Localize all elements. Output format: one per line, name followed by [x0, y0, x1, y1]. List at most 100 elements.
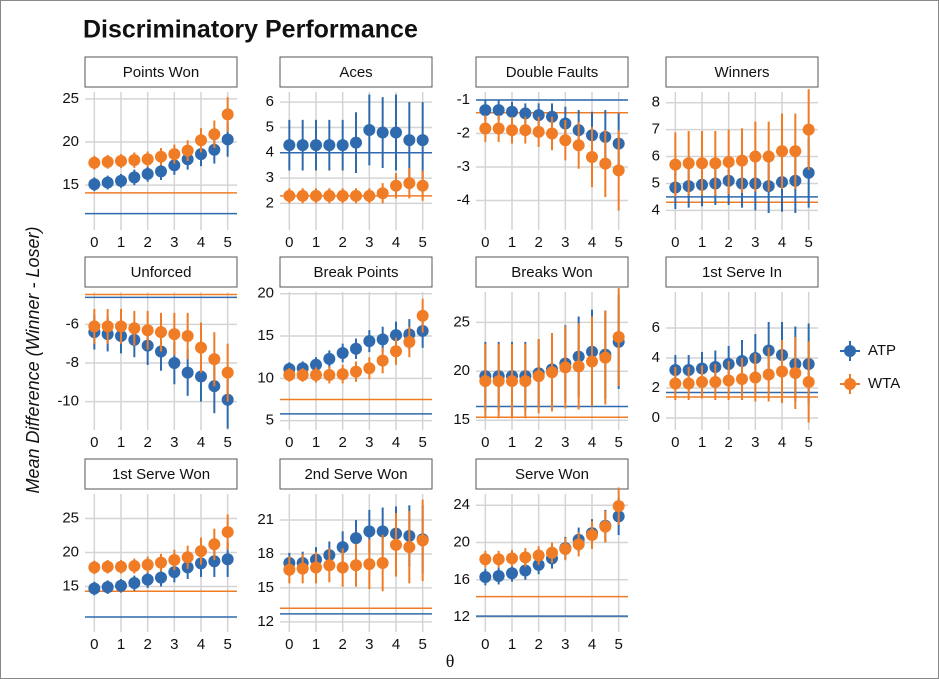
x-tick-label: 2: [724, 234, 732, 251]
point: [559, 543, 572, 556]
x-tick-label: 0: [481, 434, 489, 451]
point: [506, 375, 518, 388]
panel-title: Breaks Won: [511, 264, 592, 281]
point: [195, 341, 207, 354]
point: [101, 560, 114, 573]
point: [101, 320, 114, 333]
strip: [84, 458, 238, 490]
point: [128, 171, 141, 184]
y-tick-label: 5: [652, 174, 660, 191]
point: [336, 189, 349, 202]
x-tick-label: 5: [804, 434, 812, 451]
point: [572, 538, 585, 551]
strip: [279, 458, 433, 490]
y-tick-label: 5: [266, 118, 274, 135]
point: [559, 361, 572, 374]
y-tick-label: 6: [266, 93, 274, 110]
point: [519, 375, 532, 388]
point: [350, 189, 362, 202]
point: [181, 330, 194, 343]
point: [696, 157, 708, 170]
x-tick-label: 0: [285, 434, 293, 451]
point: [363, 558, 376, 571]
point: [168, 328, 181, 341]
point: [376, 333, 389, 346]
point: [155, 571, 167, 584]
y-tick-label: 20: [453, 533, 470, 550]
point: [350, 559, 362, 572]
x-tick-label: 2: [724, 434, 732, 451]
point: [586, 150, 598, 163]
y-tick-label: 6: [652, 148, 660, 165]
point: [492, 104, 505, 117]
panel-title: 2nd Serve Won: [304, 466, 407, 483]
point: [296, 368, 309, 381]
point: [168, 148, 181, 161]
legend-label: ATP: [868, 342, 896, 359]
point: [155, 556, 167, 569]
point: [776, 365, 788, 378]
y-tick-label: 20: [62, 133, 79, 150]
point: [363, 335, 376, 348]
x-tick-label: 4: [588, 234, 596, 251]
x-tick-label: 1: [698, 234, 706, 251]
point: [416, 134, 429, 147]
point: [390, 345, 402, 358]
point: [506, 124, 518, 137]
point: [532, 370, 545, 383]
point: [88, 320, 101, 333]
point: [403, 541, 416, 554]
point: [612, 500, 625, 513]
x-tick-label: 3: [365, 434, 373, 451]
point: [208, 128, 221, 141]
panel-title: 1st Serve Won: [112, 466, 210, 483]
point: [88, 178, 101, 191]
x-tick-label: 1: [312, 434, 320, 451]
point: [208, 353, 221, 366]
point: [376, 187, 389, 200]
point: [669, 377, 682, 390]
point: [88, 582, 101, 595]
x-tick-label: 3: [170, 636, 178, 653]
legend-marker: [844, 345, 856, 357]
x-tick-label: 1: [698, 434, 706, 451]
point: [403, 177, 416, 190]
point: [168, 357, 181, 370]
x-tick-label: 4: [778, 234, 786, 251]
x-tick-label: 5: [804, 234, 812, 251]
point: [762, 368, 775, 381]
y-tick-label: 0: [652, 409, 660, 426]
panel-title: Points Won: [123, 64, 199, 81]
y-tick-label: -4: [457, 191, 470, 208]
point: [323, 368, 336, 381]
point: [519, 107, 532, 120]
point: [195, 545, 207, 558]
point: [363, 362, 376, 375]
point: [669, 158, 682, 171]
point: [403, 335, 416, 348]
strip: [475, 56, 629, 88]
panel-title: Winners: [714, 64, 769, 81]
x-tick-label: 1: [508, 636, 516, 653]
x-tick-label: 5: [223, 434, 231, 451]
y-tick-label: -10: [57, 393, 79, 410]
point: [208, 555, 221, 568]
y-tick-label: 2: [266, 194, 274, 211]
y-tick-label: 8: [652, 94, 660, 111]
y-tick-label: 15: [453, 411, 470, 428]
point: [709, 157, 722, 170]
x-tick-label: 5: [418, 234, 426, 251]
point: [323, 352, 336, 365]
point: [155, 150, 167, 163]
x-tick-label: 4: [197, 234, 205, 251]
point: [599, 520, 612, 533]
point: [323, 559, 336, 572]
y-tick-label: 18: [257, 545, 274, 562]
point: [749, 150, 762, 163]
point: [599, 351, 612, 364]
y-tick-label: 2: [652, 379, 660, 396]
x-tick-label: 0: [90, 636, 98, 653]
x-tick-label: 1: [508, 434, 516, 451]
x-tick-label: 1: [312, 636, 320, 653]
point: [141, 558, 154, 571]
